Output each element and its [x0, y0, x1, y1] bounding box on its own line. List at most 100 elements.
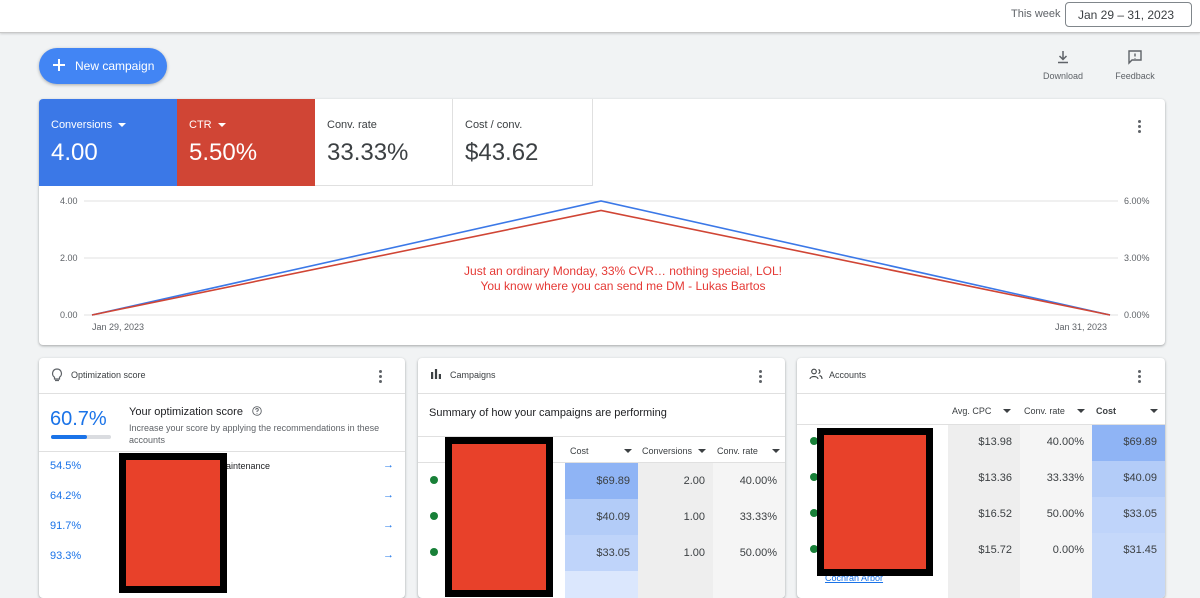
- account-name[interactable]: aintenance: [226, 461, 271, 471]
- cost-cell: $69.89: [596, 475, 630, 487]
- card-title: Accounts: [829, 370, 867, 380]
- column-header-label: Avg. CPC: [952, 406, 992, 416]
- card-title: Campaigns: [450, 370, 496, 380]
- column-header-label: Cost: [570, 446, 589, 456]
- status-dot: [810, 437, 818, 445]
- conv-rate-cell: 40.00%: [739, 475, 777, 487]
- caret-down-icon[interactable]: [1003, 409, 1012, 413]
- redaction-box: [817, 428, 933, 576]
- y-left-tick: 2.00: [60, 253, 78, 263]
- metric-value: 33.33%: [327, 139, 409, 166]
- cost-cell-highlight: [1092, 497, 1165, 533]
- date-range-value: Jan 29 – 31, 2023: [1078, 8, 1175, 22]
- conv-rate-column-bg: [1020, 425, 1092, 598]
- cost-cell-highlight: [1092, 533, 1165, 598]
- divider: [39, 451, 405, 452]
- conv-rate-cell: 50.00%: [1046, 508, 1084, 520]
- column-header-cost[interactable]: Cost: [1096, 406, 1158, 416]
- conversions-cell: 1.00: [683, 547, 705, 559]
- download-label: Download: [1042, 71, 1084, 81]
- card-title: Optimization score: [71, 370, 146, 380]
- metric-cost-per-conv[interactable]: Cost / conv. $43.62: [453, 99, 593, 186]
- annotation-line: You know where you can send me DM - Luka…: [480, 279, 766, 293]
- cost-cell-highlight: [1092, 425, 1165, 461]
- column-header-label: Conv. rate: [717, 446, 758, 456]
- cost-cell-highlight: [565, 463, 638, 499]
- account-score[interactable]: 54.5%: [50, 460, 82, 472]
- cost-cell-highlight: [565, 499, 638, 535]
- divider: [797, 424, 1165, 425]
- optimization-description: Increase your score by applying the reco…: [129, 423, 380, 445]
- caret-down-icon[interactable]: [1076, 409, 1085, 413]
- cost-cell: $40.09: [596, 511, 630, 523]
- arrow-right-icon[interactable]: →: [383, 519, 394, 531]
- card-header: Optimization score: [39, 358, 405, 394]
- plus-icon: [53, 59, 65, 71]
- more-options-icon[interactable]: [1138, 120, 1142, 135]
- y-right-tick: 6.00%: [1124, 196, 1150, 206]
- conversions-column-bg: [638, 463, 713, 598]
- accounts-card: Accounts Avg. CPC Conv. rate Cost $13.98…: [797, 358, 1165, 598]
- column-header-avg-cpc[interactable]: Avg. CPC: [952, 406, 1012, 416]
- account-score[interactable]: 91.7%: [50, 520, 82, 532]
- avg-cpc-cell: $13.36: [978, 472, 1012, 484]
- chart-annotation: Just an ordinary Monday, 33% CVR… nothin…: [443, 264, 803, 294]
- status-dot: [810, 545, 818, 553]
- y-right-tick: 3.00%: [1124, 253, 1150, 263]
- account-score[interactable]: 64.2%: [50, 490, 82, 502]
- new-campaign-button[interactable]: New campaign: [39, 48, 167, 84]
- conv-rate-cell: 0.00%: [1052, 544, 1084, 556]
- more-options-icon[interactable]: [759, 370, 763, 385]
- cost-cell: $69.89: [1123, 436, 1157, 448]
- column-header-cost[interactable]: Cost: [570, 446, 632, 456]
- download-button[interactable]: Download: [1033, 49, 1093, 81]
- arrow-right-icon[interactable]: →: [383, 459, 394, 471]
- arrow-right-icon[interactable]: →: [383, 549, 394, 561]
- metric-label: CTR: [189, 119, 212, 131]
- x-tick-label: Jan 29, 2023: [92, 322, 145, 332]
- cost-cell: $40.09: [1123, 472, 1157, 484]
- optimization-heading: Your optimization score: [129, 406, 262, 418]
- new-campaign-label: New campaign: [75, 59, 155, 73]
- cost-cell-highlight: [1092, 461, 1165, 497]
- campaigns-summary: Summary of how your campaigns are perfor…: [429, 407, 667, 419]
- series-line-ctr: [91, 209, 1111, 316]
- cost-cell-highlight: [565, 535, 638, 571]
- account-score[interactable]: 93.3%: [50, 550, 82, 562]
- status-dot: [430, 476, 438, 484]
- more-options-icon[interactable]: [1138, 370, 1142, 385]
- score-progress-fill: [51, 435, 88, 439]
- arrow-right-icon[interactable]: →: [383, 489, 394, 501]
- people-icon: [809, 368, 823, 380]
- status-dot: [430, 512, 438, 520]
- conv-rate-cell: 33.33%: [1046, 472, 1084, 484]
- caret-down-icon[interactable]: [771, 449, 780, 453]
- column-header-conv-rate[interactable]: Conv. rate: [717, 446, 780, 456]
- account-name-link[interactable]: Cochran Arbor: [825, 573, 884, 583]
- y-right-tick: 0.00%: [1124, 310, 1150, 320]
- bar-chart-icon: [431, 369, 441, 379]
- y-left-tick: 4.00: [60, 196, 78, 206]
- metric-conversions[interactable]: Conversions 4.00: [39, 99, 177, 186]
- conversions-cell: 2.00: [683, 475, 705, 487]
- this-week-label: This week: [1011, 8, 1061, 20]
- caret-down-icon[interactable]: [118, 123, 127, 127]
- caret-down-icon[interactable]: [1150, 409, 1158, 413]
- campaigns-card: Campaigns Summary of how your campaigns …: [418, 358, 785, 598]
- metric-conv-rate[interactable]: Conv. rate 33.33%: [315, 99, 453, 186]
- caret-down-icon[interactable]: [217, 123, 226, 127]
- column-header-conversions[interactable]: Conversions: [642, 446, 707, 456]
- optimization-card: Optimization score 60.7% Your optimizati…: [39, 358, 405, 598]
- more-options-icon[interactable]: [379, 370, 383, 385]
- date-range-picker[interactable]: Jan 29 – 31, 2023: [1065, 2, 1192, 27]
- performance-chart: [84, 200, 1118, 316]
- feedback-button[interactable]: Feedback: [1105, 49, 1165, 81]
- column-header-conv-rate[interactable]: Conv. rate: [1024, 406, 1085, 416]
- caret-down-icon[interactable]: [698, 449, 707, 453]
- caret-down-icon[interactable]: [624, 449, 632, 453]
- metric-ctr[interactable]: CTR 5.50%: [177, 99, 315, 186]
- card-header: Campaigns: [418, 358, 785, 394]
- help-icon[interactable]: [252, 406, 262, 416]
- cost-cell: $31.45: [1123, 544, 1157, 556]
- series-line-conversions: [91, 200, 1111, 316]
